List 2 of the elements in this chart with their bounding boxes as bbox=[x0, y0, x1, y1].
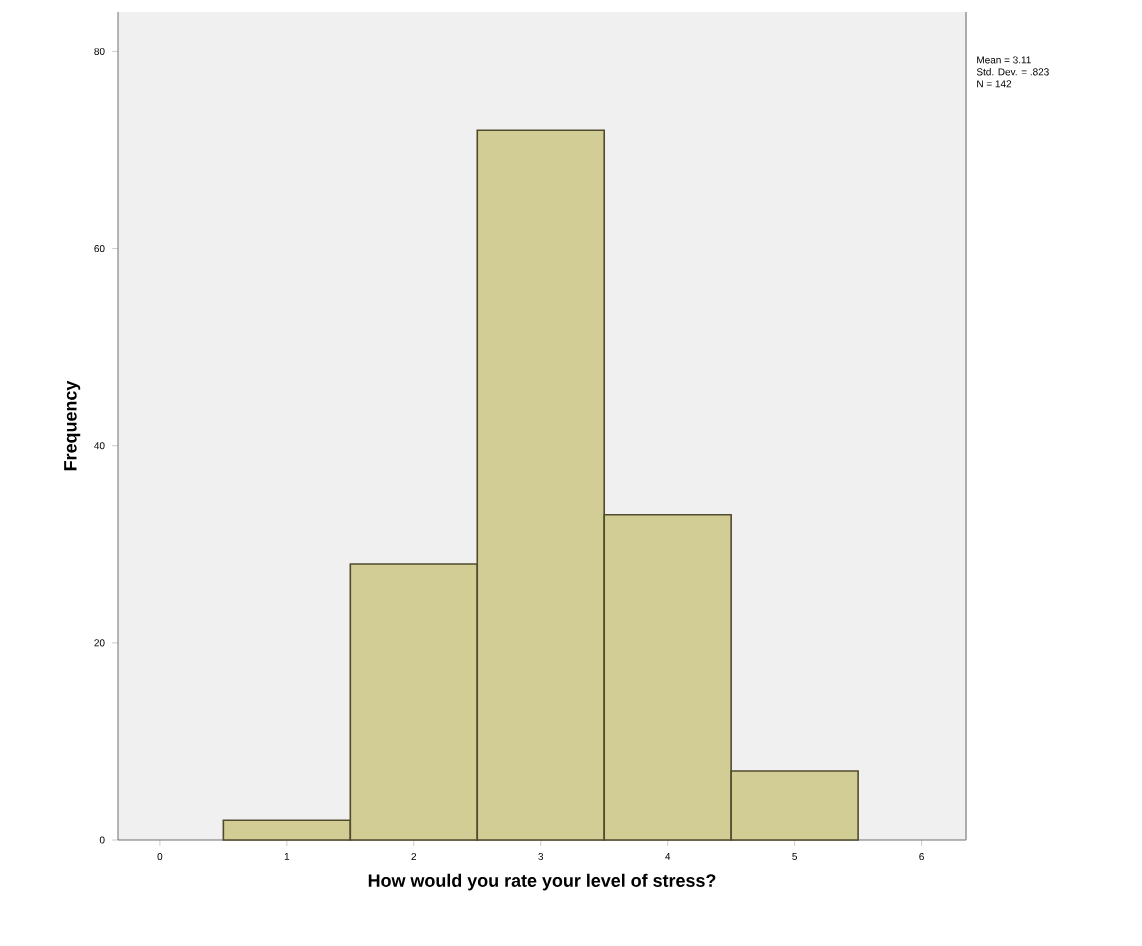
x-axis-title: How would you rate your level of stress? bbox=[368, 873, 716, 891]
y-axis-title: Frequency bbox=[64, 380, 81, 471]
